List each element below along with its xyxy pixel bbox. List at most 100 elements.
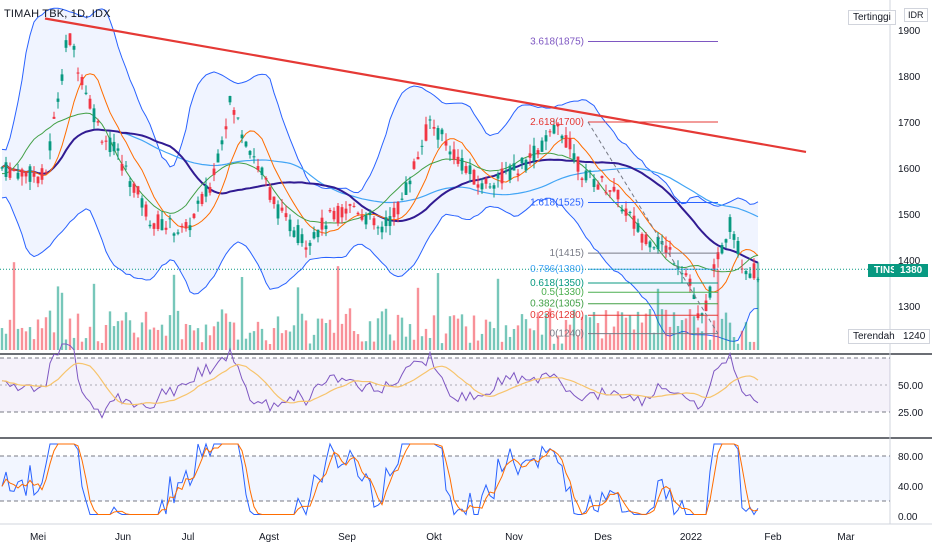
volume-bar <box>608 334 612 350</box>
candle-body <box>240 134 244 139</box>
volume-bar <box>288 331 292 350</box>
volume-bar <box>376 318 380 350</box>
candle-body <box>608 190 612 192</box>
candle-body <box>244 141 248 147</box>
candle-body <box>64 40 68 48</box>
candle-body <box>584 170 588 181</box>
volume-bar <box>140 322 144 350</box>
volume-bar <box>416 287 420 350</box>
volume-bar <box>432 315 436 350</box>
candle-body <box>504 170 508 172</box>
candle-body <box>272 196 276 205</box>
volume-bar <box>200 342 204 350</box>
volume-bar <box>504 325 508 350</box>
candle-body <box>104 140 108 142</box>
volume-bar <box>192 330 196 350</box>
candle-body <box>160 219 164 231</box>
candle-body <box>136 186 140 195</box>
currency-badge[interactable]: IDR <box>904 8 928 22</box>
volume-bar <box>500 341 504 350</box>
volume-bar <box>252 331 256 350</box>
candle-body <box>184 222 188 229</box>
candle-body <box>76 72 80 74</box>
candle-body <box>432 126 436 129</box>
volume-bar <box>716 269 720 350</box>
volume-bar <box>12 262 16 350</box>
candle-body <box>752 263 756 279</box>
volume-bar <box>476 340 480 350</box>
time-tick-label: Des <box>594 532 612 543</box>
volume-bar <box>284 330 288 350</box>
volume-bar <box>516 325 520 350</box>
bollinger-upper <box>1 7 759 207</box>
volume-bar <box>180 339 184 350</box>
candle-body <box>488 186 492 188</box>
volume-bar <box>184 323 188 350</box>
candle-body <box>36 176 40 184</box>
volume-bar <box>32 339 36 350</box>
volume-bar <box>40 328 44 350</box>
fib-level-label: 0(1240) <box>550 329 584 340</box>
volume-bar <box>404 336 408 350</box>
candle-body <box>48 141 52 151</box>
volume-bar <box>256 321 260 350</box>
volume-bar <box>212 326 216 350</box>
volume-bar <box>468 342 472 350</box>
volume-bar <box>292 325 296 350</box>
candle-body <box>108 137 112 152</box>
candle-body <box>388 216 392 227</box>
candle-body <box>456 156 460 164</box>
volume-bar <box>644 313 648 350</box>
candle-body <box>212 168 216 176</box>
moving-average-20 <box>1 73 759 293</box>
candle-body <box>32 173 36 177</box>
candle-body <box>492 185 496 189</box>
time-tick-label: Mei <box>30 532 46 543</box>
candle-body <box>672 263 676 265</box>
candle-body <box>452 149 456 160</box>
candle-body <box>68 33 72 45</box>
volume-bar <box>248 332 252 350</box>
volume-bar <box>312 334 316 350</box>
time-tick-label: Okt <box>426 532 442 543</box>
candle-body <box>340 207 344 218</box>
candle-body <box>28 166 32 182</box>
candle-body <box>592 179 596 188</box>
volume-bar <box>560 343 564 350</box>
volume-bar <box>164 335 168 350</box>
volume-bar <box>552 343 556 350</box>
volume-bar <box>36 319 40 350</box>
candle-body <box>480 183 484 190</box>
volume-bar <box>484 319 488 350</box>
low-badge: Terendah 1240 <box>848 329 931 344</box>
volume-bar <box>64 339 68 350</box>
volume-bar <box>736 343 740 350</box>
candle-body <box>196 200 200 204</box>
fib-level-label: 0.618(1350) <box>530 278 584 289</box>
volume-bar <box>300 313 304 350</box>
volume-bar <box>640 322 644 350</box>
candle-body <box>156 214 160 230</box>
candle-body <box>296 225 300 244</box>
candle-body <box>112 141 116 152</box>
volume-bar <box>708 339 712 350</box>
volume-bar <box>488 321 492 350</box>
candle-body <box>24 172 28 177</box>
fib-level-label: 0.382(1305) <box>530 299 584 310</box>
volume-bar <box>464 326 468 350</box>
volume-bar <box>84 338 88 350</box>
candle-body <box>100 141 104 143</box>
candle-body <box>16 172 20 179</box>
candle-body <box>264 177 268 180</box>
candle-body <box>40 168 44 180</box>
candle-body <box>84 92 88 94</box>
volume-bar <box>236 339 240 350</box>
volume-bar <box>340 323 344 350</box>
volume-bar <box>564 319 568 350</box>
volume-bar <box>720 318 724 350</box>
candle-body <box>200 193 204 204</box>
volume-bar <box>448 316 452 350</box>
fib-level-label: 0.5(1330) <box>541 287 584 298</box>
volume-bar <box>304 320 308 350</box>
